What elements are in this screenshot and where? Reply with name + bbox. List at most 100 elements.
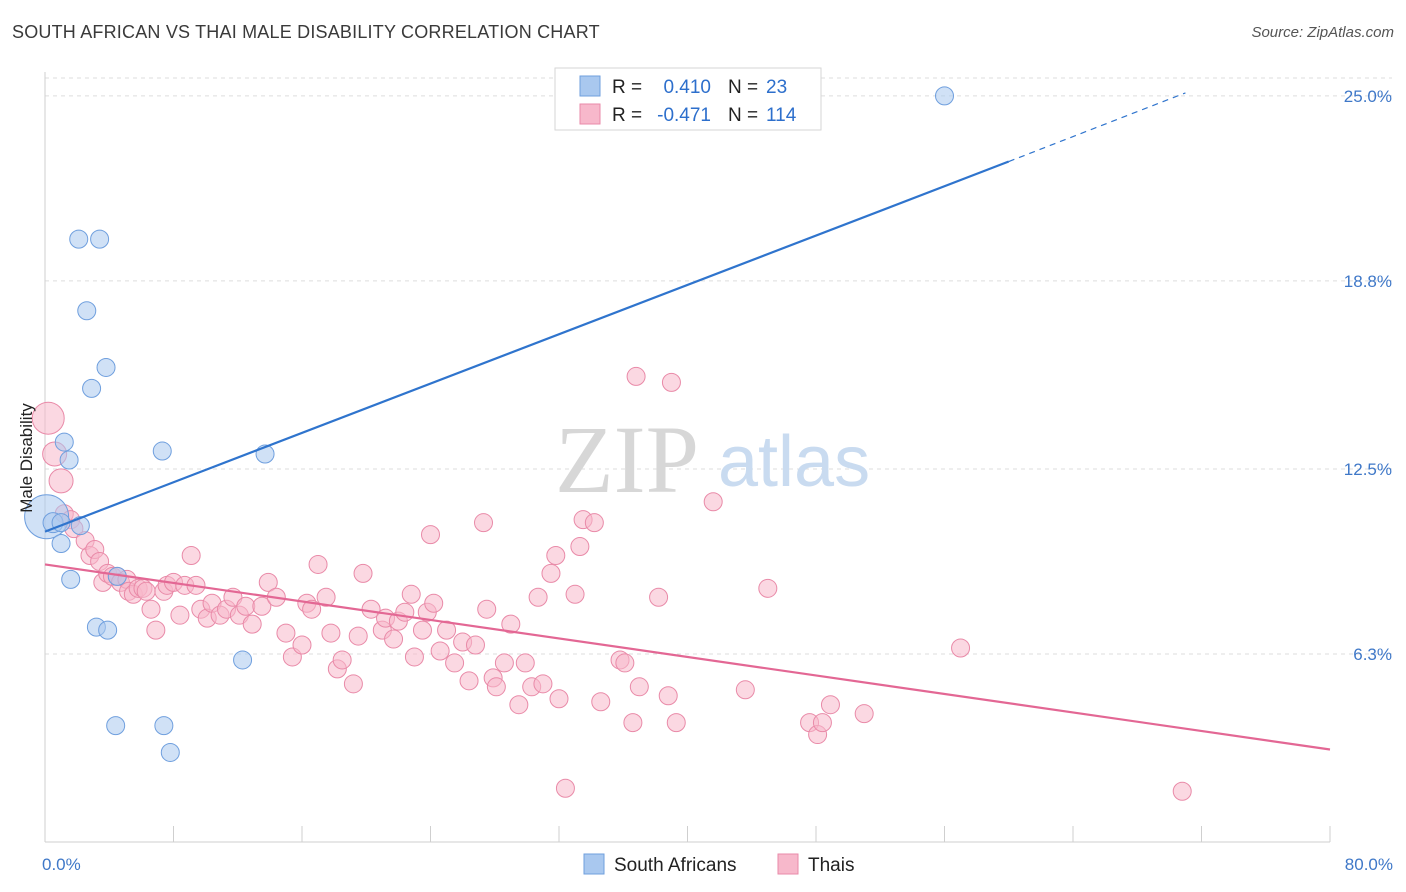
thai-point xyxy=(48,468,74,494)
thai-point xyxy=(533,674,553,694)
series-legend-swatch xyxy=(583,853,605,875)
thai-point xyxy=(412,620,432,640)
thai-point xyxy=(141,599,161,619)
thai-point xyxy=(332,650,352,670)
thai-point xyxy=(626,366,646,386)
legend-n-value: 23 xyxy=(766,77,787,98)
thai-point xyxy=(31,401,65,435)
thai-point xyxy=(951,638,971,658)
south-african-point xyxy=(77,301,97,321)
y-tick-label: 18.8% xyxy=(1344,272,1392,291)
south-african-point xyxy=(106,716,126,736)
thai-point xyxy=(501,614,521,634)
thai-point xyxy=(437,620,457,640)
thai-point xyxy=(353,563,373,583)
legend-r-value: 0.410 xyxy=(663,77,711,98)
thai-point xyxy=(528,587,548,607)
thai-point xyxy=(615,653,635,673)
thai-point xyxy=(555,778,575,798)
thai-point xyxy=(812,713,832,733)
thai-point xyxy=(292,635,312,655)
legend-r-label: R = xyxy=(612,77,642,98)
thai-point xyxy=(486,677,506,697)
thai-point xyxy=(477,599,497,619)
thai-point xyxy=(758,578,778,598)
thai-point xyxy=(661,372,681,392)
legend: R = 0.410 N = 23 R = -0.471 N = 114 xyxy=(554,67,822,131)
thai-point xyxy=(854,704,874,724)
watermark-zip: ZIP xyxy=(555,406,699,513)
thai-point xyxy=(430,641,450,661)
south-african-point xyxy=(935,86,954,106)
series-legend: South Africans Thais xyxy=(583,853,854,876)
series-legend-swatch xyxy=(777,853,799,875)
thai-point xyxy=(623,713,643,733)
thai-point xyxy=(541,563,561,583)
south-african-point xyxy=(154,716,174,736)
south-african-point xyxy=(61,569,81,589)
thai-point xyxy=(658,686,678,706)
thai-point xyxy=(629,677,649,697)
thai-point xyxy=(820,695,840,715)
south-african-point xyxy=(90,229,110,249)
thai-point xyxy=(421,525,440,545)
south-african-trend-extension xyxy=(1008,92,1186,163)
south-african-point xyxy=(54,432,74,452)
watermark-atlas: atlas xyxy=(718,422,870,502)
y-tick-label: 25.0% xyxy=(1344,87,1392,106)
south-african-point xyxy=(152,441,172,461)
thai-point xyxy=(348,626,368,646)
thai-point xyxy=(404,647,424,667)
chart-title: SOUTH AFRICAN VS THAI MALE DISABILITY CO… xyxy=(12,22,600,42)
thai-point xyxy=(584,513,604,533)
thai-point xyxy=(445,653,465,673)
series-legend-label: Thais xyxy=(808,855,854,876)
thai-point xyxy=(565,584,585,604)
thai-point xyxy=(649,587,669,607)
south-african-point xyxy=(160,742,180,762)
legend-swatch xyxy=(579,75,601,97)
gridlines xyxy=(45,77,1392,655)
thai-point xyxy=(258,572,278,592)
thai-point xyxy=(401,584,421,604)
series-legend-label: South Africans xyxy=(614,855,737,876)
legend-r-value: -0.471 xyxy=(657,105,711,126)
thai-point xyxy=(474,513,494,533)
legend-n-label: N = xyxy=(728,77,758,98)
thai-point xyxy=(136,581,156,601)
watermark: ZIP atlas xyxy=(555,406,870,513)
thai-point xyxy=(549,689,569,709)
thai-point xyxy=(170,605,190,625)
south-african-point xyxy=(59,450,79,470)
south-african-point xyxy=(70,516,90,536)
south-african-trend-line xyxy=(44,160,1010,533)
thai-point xyxy=(252,596,272,616)
thai-point xyxy=(570,537,590,557)
tick-labels: 6.3% 12.5% 18.8% 25.0% 0.0% 80.0% xyxy=(42,87,1393,874)
thai-point xyxy=(308,554,328,574)
thai-point xyxy=(591,692,611,712)
thai-point xyxy=(302,599,322,619)
south-african-point xyxy=(233,650,253,670)
data-points xyxy=(24,86,1192,801)
thai-point xyxy=(321,623,341,643)
x-tick-label-min: 0.0% xyxy=(42,855,81,874)
thai-point xyxy=(236,596,256,616)
legend-n-label: N = xyxy=(728,105,758,126)
thai-point xyxy=(465,635,485,655)
thai-point xyxy=(515,653,535,673)
thai-point xyxy=(546,545,566,565)
thai-point xyxy=(424,593,444,613)
y-tick-label: 6.3% xyxy=(1353,645,1392,664)
south-african-point xyxy=(96,357,116,377)
legend-swatch xyxy=(579,103,601,125)
thai-point xyxy=(384,629,404,649)
y-axis-label: Male Disability xyxy=(17,403,36,513)
source-label: Source: ZipAtlas.com xyxy=(1251,24,1394,41)
thai-point xyxy=(181,545,201,565)
south-african-point xyxy=(98,620,118,640)
south-african-point xyxy=(82,378,102,398)
thai-point xyxy=(703,492,723,512)
thai-point xyxy=(276,623,296,643)
